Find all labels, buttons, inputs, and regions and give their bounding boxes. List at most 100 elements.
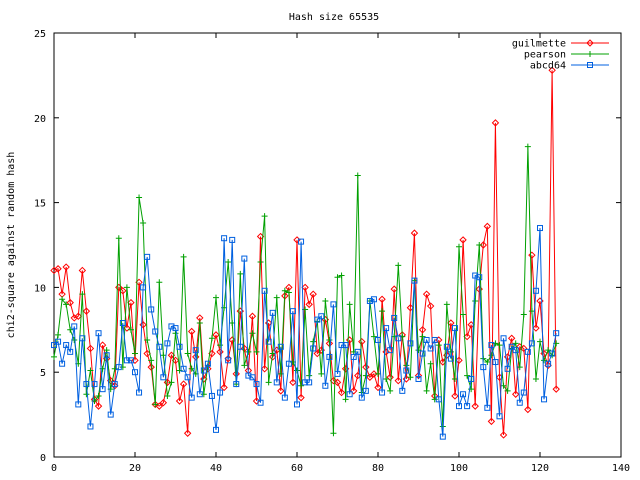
data-point (260, 365, 269, 373)
data-point (172, 330, 179, 337)
legend-item-abcd64: abcd64 (530, 61, 609, 72)
data-point (200, 367, 207, 374)
data-point (451, 392, 459, 400)
x-tick-label: 40 (210, 463, 222, 474)
data-point (269, 309, 276, 316)
data-point (155, 402, 164, 410)
data-point (415, 375, 422, 382)
y-tick-label: 0 (40, 453, 46, 464)
data-point (334, 274, 341, 281)
data-point (249, 374, 256, 381)
data-point (545, 347, 552, 354)
data-point (354, 172, 361, 179)
data-point (156, 279, 163, 286)
data-point (277, 343, 284, 350)
data-point (273, 379, 280, 386)
data-point (587, 51, 593, 57)
data-point (139, 321, 147, 329)
data-point (512, 347, 519, 354)
data-point (305, 300, 313, 309)
data-point (375, 336, 381, 343)
data-point (487, 417, 496, 426)
data-point (123, 357, 130, 364)
data-point (107, 411, 114, 418)
data-point (257, 399, 264, 406)
data-point (350, 353, 357, 360)
data-point (127, 357, 134, 364)
data-point (94, 402, 103, 410)
data-point (261, 287, 268, 294)
data-point (390, 285, 398, 293)
data-point (225, 258, 232, 265)
data-point (148, 357, 155, 364)
data-point (63, 301, 70, 308)
data-point (330, 301, 337, 308)
data-point (537, 338, 543, 345)
data-point (395, 262, 402, 269)
data-point (532, 324, 540, 332)
data-point (318, 313, 325, 320)
data-point (464, 403, 471, 410)
data-point (289, 308, 296, 315)
data-point (322, 297, 329, 304)
data-point (164, 340, 171, 347)
data-point (285, 289, 292, 296)
data-point (79, 291, 86, 298)
data-point (520, 389, 527, 396)
data-point (160, 374, 167, 381)
data-point (480, 364, 487, 371)
data-point (387, 347, 394, 354)
data-point (75, 401, 82, 408)
data-point (216, 348, 224, 356)
data-point (140, 219, 147, 226)
data-point (87, 367, 94, 374)
data-point (484, 404, 491, 411)
data-point (306, 372, 313, 379)
data-point (245, 348, 252, 355)
data-point (492, 359, 499, 366)
data-point (468, 375, 475, 382)
data-point (301, 283, 309, 292)
data-point (289, 378, 297, 387)
legend-item-pearson: pearson (524, 50, 609, 61)
data-point (447, 319, 455, 327)
data-point (144, 253, 151, 260)
y-axis-label: chi2-square against random hash (6, 152, 17, 339)
data-point (391, 314, 398, 321)
data-point (220, 383, 228, 392)
data-point (403, 367, 410, 374)
data-point (476, 274, 483, 281)
data-point (387, 387, 394, 394)
data-point (132, 350, 138, 357)
data-point (212, 331, 220, 339)
data-point (67, 348, 74, 355)
data-point (463, 332, 471, 341)
data-point (95, 392, 102, 399)
data-point (273, 294, 280, 301)
data-point (374, 383, 382, 392)
data-point (297, 393, 305, 402)
data-point (451, 375, 458, 382)
data-point (175, 397, 184, 405)
data-point (63, 342, 70, 349)
data-point (59, 296, 66, 303)
data-point (196, 391, 203, 398)
axes: 0 20 40 60 80 100 120 140 0 5 10 15 20 25 (34, 29, 630, 474)
data-point (370, 370, 378, 378)
data-point (333, 378, 342, 387)
data-point (213, 426, 219, 433)
data-point (66, 298, 74, 307)
data-point (528, 340, 535, 347)
data-point (500, 335, 507, 342)
data-point (103, 352, 110, 359)
data-point (375, 370, 381, 377)
data-point (504, 387, 511, 394)
x-tick-label: 0 (51, 463, 57, 474)
data-point (261, 213, 268, 220)
data-point (395, 335, 402, 342)
data-point (156, 343, 163, 350)
data-point (51, 342, 57, 349)
data-point (504, 365, 511, 372)
data-point (524, 143, 531, 150)
